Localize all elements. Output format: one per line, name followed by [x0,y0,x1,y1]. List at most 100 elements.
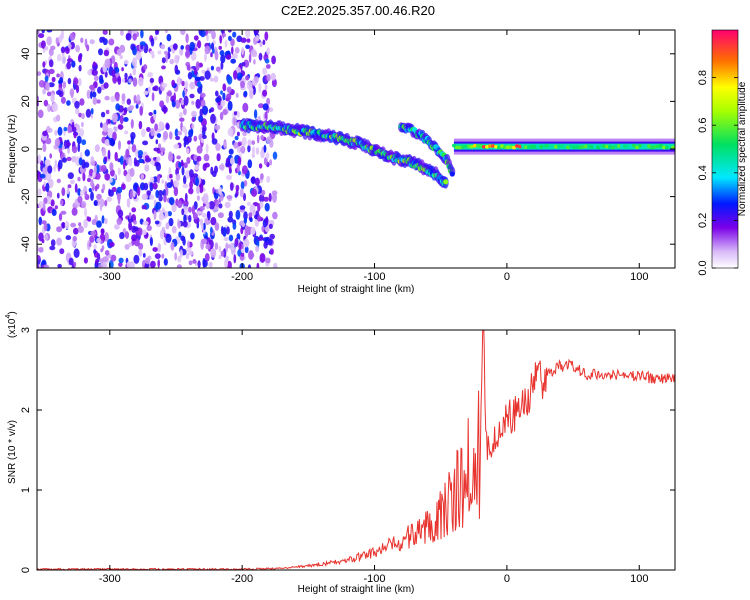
spectrogram-cell [180,159,184,167]
spectrogram-cell [90,191,94,201]
spectrogram-cell [144,205,147,210]
spectrogram-cell [215,90,219,97]
y-tick-label: 0 [20,567,32,573]
spectrogram-cell [87,69,92,76]
spectrogram-cell [189,81,196,90]
spectrogram-cell [464,144,468,148]
spectrogram-cell [107,118,112,124]
spectrogram-cell [222,33,227,38]
spectrogram-cell [56,114,61,122]
snr-panel: -300 -200 -100 0 100 0 1 2 3 Height of straight… [5,311,676,595]
spectrogram-cell [165,123,170,130]
spectrogram-cell [137,150,144,156]
spectrogram-cell [208,108,212,114]
spectrogram-cell [233,70,238,80]
spectrogram-cell [242,131,247,137]
spectrogram-cell [37,71,42,76]
spectrogram-cell [178,112,183,118]
spectrogram-cell [83,257,88,264]
spectrogram-cell [54,138,61,147]
spectrogram-cell [226,226,230,235]
spectrogram-cell [136,186,141,197]
spectrogram-cell [38,216,43,226]
spectrogram-cell [214,222,220,231]
spectrogram-cell [141,128,146,138]
colorbar-tick-label: 0.4 [697,165,709,180]
spectrogram-cell [88,188,92,193]
spectrogram-cell [260,134,265,141]
spectrogram-cell [258,103,264,109]
spectrogram-cell [73,227,79,235]
spectrogram-cell [93,200,98,206]
snr-y-label: SNR (10 * v/v) [7,420,18,484]
spectrogram-cell [168,217,174,227]
spectrogram-cell [181,99,185,106]
snr-scale-base: (x10 [7,318,18,338]
spectrogram-cell [204,252,210,262]
spectrogram-cell [226,195,233,200]
spectrogram-cell [186,64,191,71]
spectrogram-cell [75,107,80,115]
spectrogram-cell [50,93,55,103]
spectrogram-cell [100,122,103,128]
spectrogram-cell [668,144,672,148]
spectrogram-cell [92,97,98,105]
spectrogram-cell [185,50,191,58]
spectrogram-cell [194,164,200,171]
spectrogram-cell [185,33,189,44]
spectrogram-cell [257,236,264,241]
spectrogram-cell [167,211,172,217]
spectrogram-cell [162,130,169,140]
spectrogram-cell [185,253,190,260]
spectrogram-cell [178,231,182,238]
spectrogram-cell [37,254,41,261]
spectrogram-cell [149,50,155,55]
spectrogram-cell [130,119,134,129]
spectrogram-cell [202,257,206,268]
spectrogram-cell [269,159,273,166]
spectrogram-cell [218,254,222,260]
spectrogram-cell [169,58,175,65]
x-tick-label: -200 [231,271,253,283]
spectrogram-cell [215,189,219,194]
spectrogram-cell [197,86,203,94]
spectrogram-cell [144,157,152,163]
spectrogram-cell [240,80,245,89]
spectrogram-cell [530,144,534,149]
spectrogram-cell [150,127,155,137]
spectrogram-cell [205,202,210,209]
spectrogram-cell [117,167,121,176]
spectrogram-cell [98,48,103,56]
spectrogram-cell [265,257,271,264]
spectrogram-cell [165,30,168,34]
spectrogram-cell [37,154,41,164]
spectrogram-cell [232,31,237,38]
spectrogram-cell [40,40,46,49]
spectrogram-cell [153,36,158,41]
spectrogram-cell [186,157,191,164]
y-tick-label: 1 [20,487,32,493]
spectrogram-cell [248,212,253,218]
spectrogram-cell [104,250,110,256]
spectrogram-cell [50,45,56,51]
spectrogram-cell [206,30,213,34]
spectrogram-cell [194,76,201,81]
spectrogram-cell [128,78,133,84]
spectrogram-cell [132,67,137,76]
spectrogram-cell [44,75,49,82]
spectrogram-cell [545,144,549,148]
spectrogram-cell [150,37,155,47]
spectrogram-cell [593,145,597,149]
spectrogram-cell [191,100,195,105]
spectrogram-cell [116,186,123,194]
spectrogram-cell [265,152,270,160]
spectrogram-cell [161,57,166,64]
spectrogram-cell [590,145,594,149]
spectrogram-cell [563,145,567,149]
spectrogram-cell [38,246,44,253]
spectrogram-cell [133,226,139,232]
spectrogram-cell [253,30,260,35]
spectrogram-cell [88,242,92,248]
spectrogram-cell [121,100,126,105]
spectrogram-cell [96,193,102,200]
